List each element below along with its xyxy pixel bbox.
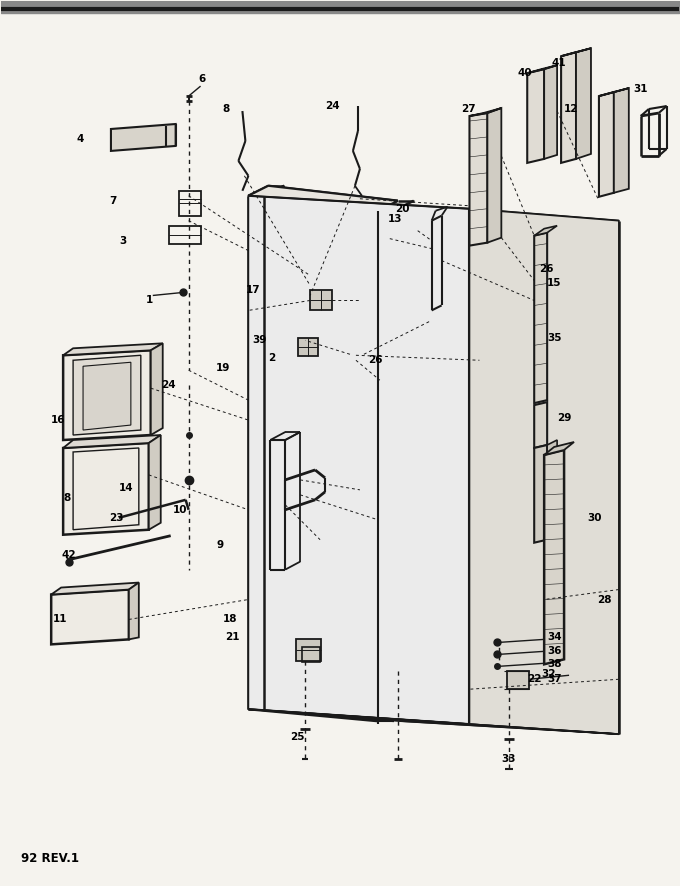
- Polygon shape: [63, 350, 151, 440]
- Text: 29: 29: [557, 413, 571, 424]
- Text: 25: 25: [290, 732, 305, 742]
- Bar: [298, 338, 318, 356]
- Polygon shape: [248, 196, 469, 724]
- Text: 18: 18: [222, 615, 237, 625]
- Polygon shape: [614, 88, 629, 193]
- Text: 8: 8: [63, 493, 71, 503]
- Polygon shape: [73, 355, 141, 435]
- Text: 26: 26: [368, 355, 382, 365]
- Text: 28: 28: [597, 595, 611, 604]
- Text: 24: 24: [325, 101, 340, 111]
- Polygon shape: [129, 583, 139, 640]
- Polygon shape: [83, 362, 131, 430]
- Polygon shape: [547, 440, 557, 540]
- Text: 40: 40: [517, 68, 532, 78]
- Polygon shape: [544, 66, 557, 159]
- Polygon shape: [63, 435, 160, 448]
- Text: 21: 21: [226, 633, 240, 642]
- Polygon shape: [527, 69, 544, 163]
- Polygon shape: [111, 124, 175, 151]
- Polygon shape: [63, 443, 149, 535]
- Polygon shape: [63, 343, 163, 355]
- Text: 33: 33: [501, 754, 516, 764]
- Text: 14: 14: [119, 483, 133, 493]
- Text: 32: 32: [541, 669, 556, 680]
- Polygon shape: [151, 343, 163, 435]
- Text: 4: 4: [76, 134, 84, 144]
- Text: 41: 41: [551, 58, 566, 68]
- Text: 3: 3: [119, 236, 126, 245]
- Polygon shape: [544, 450, 564, 664]
- Text: 36: 36: [547, 647, 562, 657]
- Text: 9: 9: [216, 540, 224, 549]
- Polygon shape: [469, 113, 488, 245]
- Bar: [507, 672, 529, 689]
- Text: 42: 42: [61, 549, 75, 560]
- Text: 38: 38: [547, 659, 562, 669]
- Polygon shape: [599, 92, 614, 197]
- Bar: [302, 648, 320, 663]
- Polygon shape: [469, 108, 501, 116]
- Text: 11: 11: [53, 615, 68, 625]
- Polygon shape: [576, 48, 591, 159]
- Polygon shape: [599, 88, 629, 96]
- Text: 22: 22: [527, 674, 542, 684]
- Text: 26: 26: [539, 263, 554, 274]
- Text: 27: 27: [462, 104, 476, 114]
- Text: 20: 20: [395, 204, 409, 214]
- Polygon shape: [469, 209, 619, 734]
- Text: 16: 16: [51, 415, 66, 425]
- Polygon shape: [248, 709, 619, 734]
- Bar: [310, 291, 332, 310]
- Polygon shape: [544, 442, 574, 455]
- Text: 1: 1: [146, 295, 153, 306]
- Bar: [179, 190, 201, 215]
- Text: 13: 13: [388, 214, 403, 223]
- Polygon shape: [561, 48, 591, 56]
- Polygon shape: [561, 52, 576, 163]
- Polygon shape: [248, 186, 398, 211]
- Text: 15: 15: [547, 277, 562, 287]
- Polygon shape: [149, 435, 160, 530]
- Text: 8: 8: [222, 104, 230, 114]
- Polygon shape: [534, 226, 557, 236]
- Text: 2: 2: [269, 354, 275, 363]
- Text: 6: 6: [199, 74, 206, 84]
- Polygon shape: [527, 66, 557, 74]
- Text: 12: 12: [564, 104, 579, 114]
- Text: 31: 31: [634, 84, 648, 94]
- Text: 17: 17: [245, 285, 260, 295]
- Text: 7: 7: [109, 196, 116, 206]
- Text: 23: 23: [109, 513, 124, 523]
- Text: 30: 30: [587, 513, 602, 523]
- Polygon shape: [534, 445, 547, 543]
- Text: 37: 37: [547, 674, 562, 684]
- Polygon shape: [51, 589, 129, 644]
- Text: 34: 34: [547, 633, 562, 642]
- Polygon shape: [51, 583, 139, 595]
- Bar: [169, 226, 201, 244]
- Polygon shape: [488, 108, 501, 243]
- Bar: [296, 640, 321, 661]
- Text: 19: 19: [216, 363, 230, 373]
- Text: 35: 35: [547, 333, 562, 344]
- Text: 10: 10: [173, 505, 187, 515]
- Polygon shape: [534, 233, 547, 403]
- Text: 24: 24: [160, 380, 175, 390]
- Text: 39: 39: [252, 335, 267, 346]
- Text: 92 REV.1: 92 REV.1: [21, 852, 80, 866]
- Polygon shape: [534, 402, 547, 448]
